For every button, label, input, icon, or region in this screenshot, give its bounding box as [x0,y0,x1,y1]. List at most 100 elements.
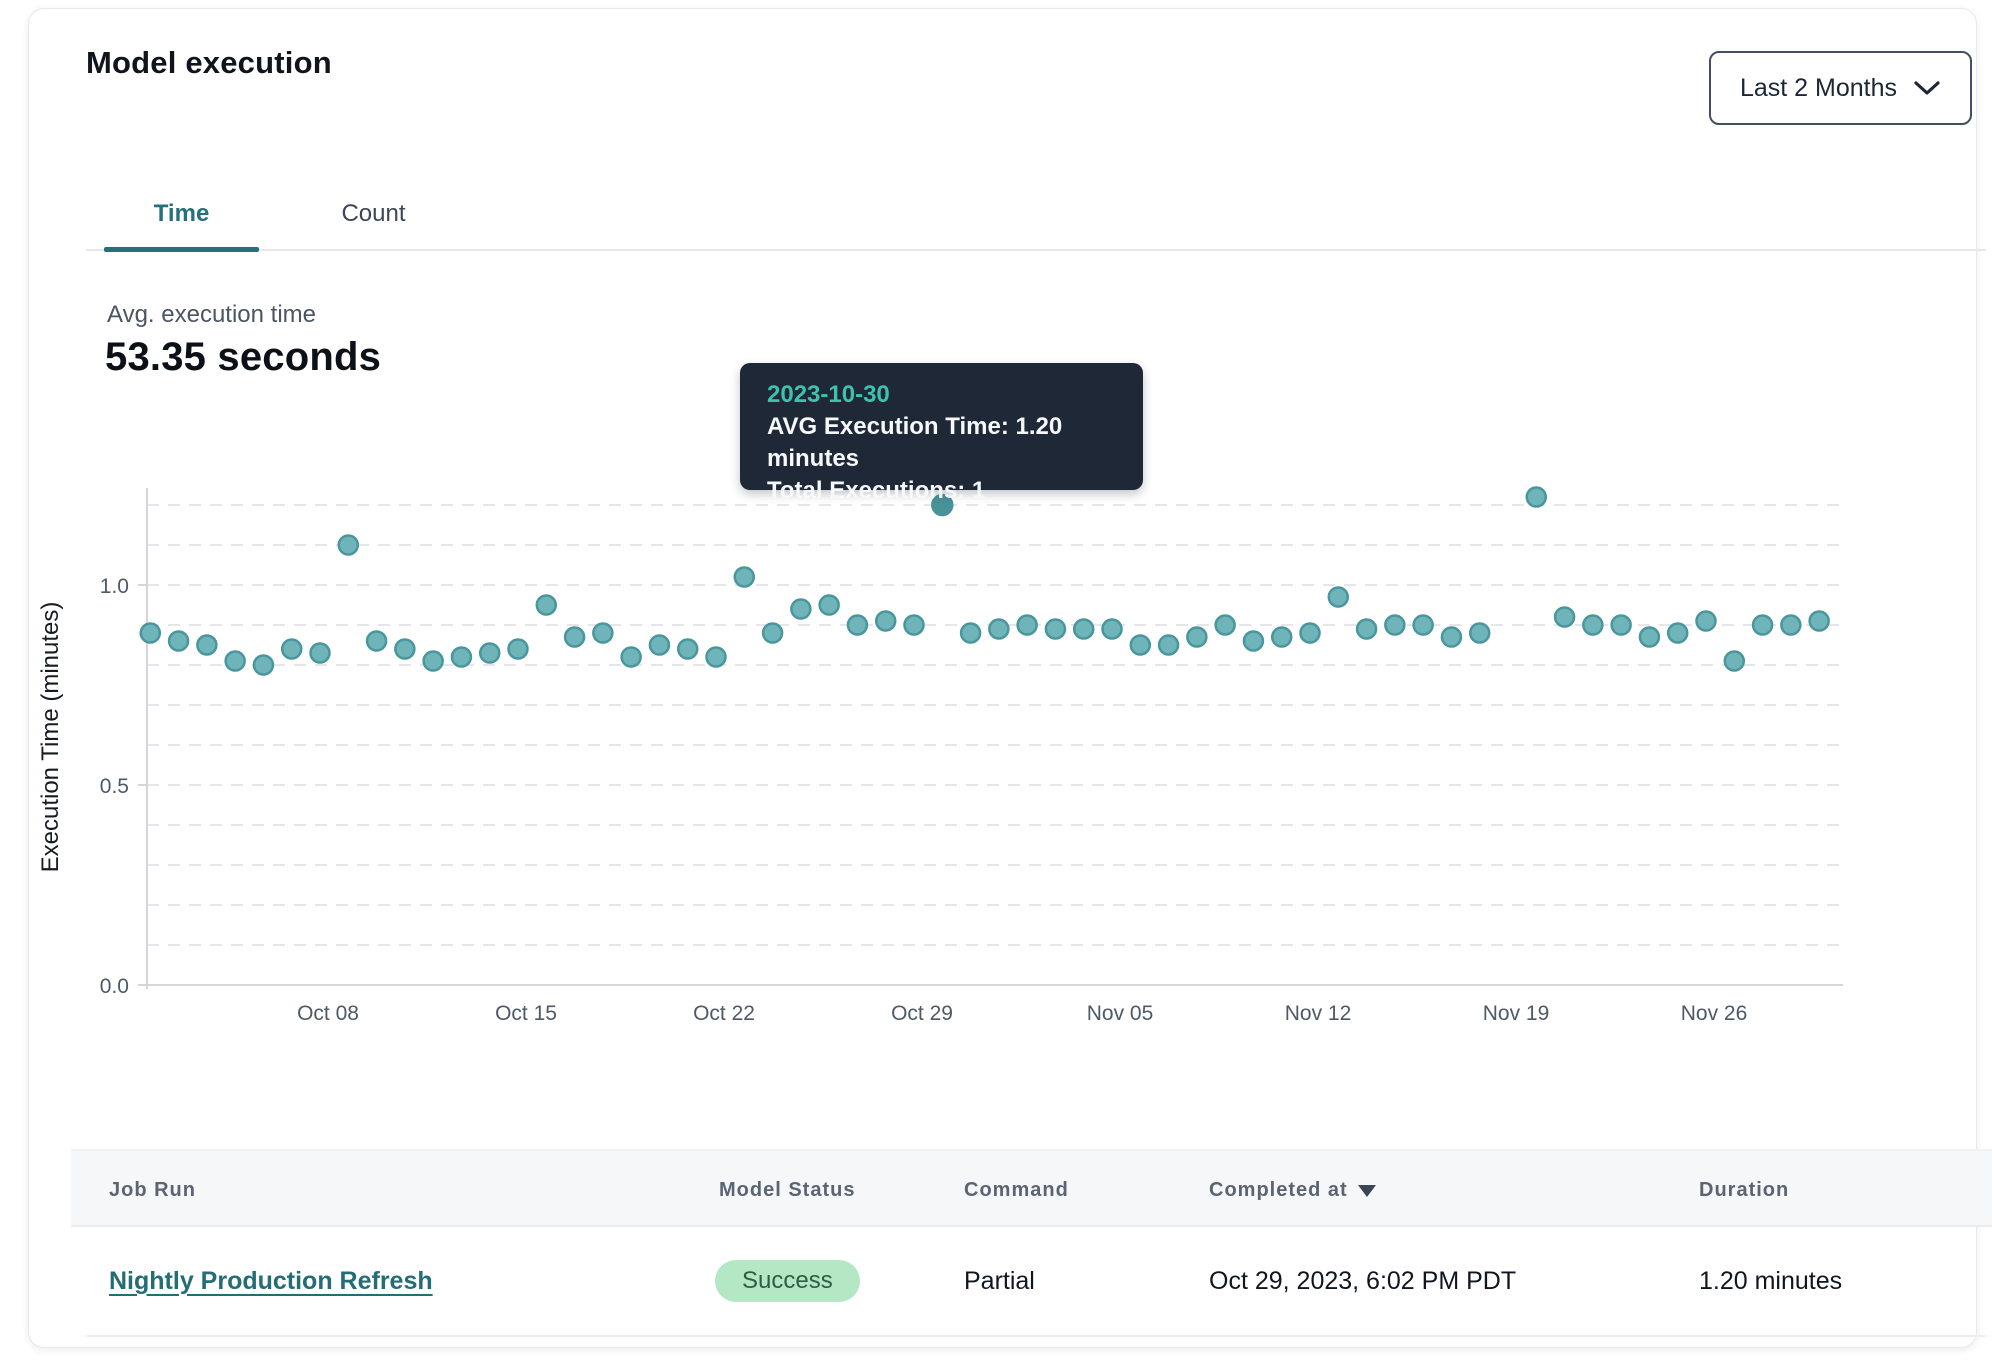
data-point[interactable] [1440,626,1463,648]
table-row: Nightly Production Refresh Success Parti… [71,1227,1992,1335]
y-tick-label: 1.0 [100,575,129,598]
data-point[interactable] [507,638,529,660]
data-point[interactable] [1412,614,1434,636]
data-point[interactable] [1525,486,1548,508]
column-header-completed-at[interactable]: Completed at [1209,1151,1376,1229]
data-point[interactable] [139,622,162,644]
data-point[interactable] [733,566,756,588]
data-point[interactable] [818,594,840,616]
data-point[interactable] [196,634,218,656]
column-header-model-status[interactable]: Model Status [719,1178,856,1201]
data-point[interactable] [988,618,1010,640]
data-point[interactable] [309,642,331,664]
x-tick-label: Oct 22 [693,1002,755,1025]
data-point[interactable] [280,638,303,660]
data-point[interactable] [1468,622,1491,644]
cell-model-status: Success [715,1227,860,1335]
data-point[interactable] [1723,650,1746,672]
data-point[interactable] [563,626,586,648]
data-point[interactable] [1072,618,1095,640]
data-point[interactable] [846,614,869,636]
date-range-dropdown[interactable]: Last 2 Months [1709,51,1972,125]
data-point[interactable] [224,650,246,672]
column-header-command[interactable]: Command [964,1178,1069,1201]
data-point[interactable] [874,610,897,632]
data-point[interactable] [252,654,275,676]
avg-execution-time-label: Avg. execution time [107,301,317,328]
data-point[interactable] [1638,626,1661,648]
cell-completed-at: Oct 29, 2023, 6:02 PM PDT [1209,1266,1517,1295]
data-point[interactable] [1808,610,1830,632]
chart-tooltip: 2023-10-30 AVG Execution Time: 1.20 minu… [740,363,1143,504]
model-execution-card: Model execution Last 2 Months Time Count… [28,8,1992,1348]
tab-time-label: Time [153,200,210,227]
cell-job-run: Nightly Production Refresh [109,1227,433,1335]
data-point[interactable] [535,594,558,616]
data-point[interactable] [676,638,699,660]
cell-duration: 1.20 minutes [1699,1266,1843,1295]
job-run-link[interactable]: Nightly Production Refresh [109,1266,433,1295]
date-range-label: Last 2 Months [1739,73,1898,102]
data-point[interactable] [1751,614,1774,636]
data-point[interactable] [337,534,360,556]
row-divider [86,1335,1986,1337]
data-point[interactable] [1242,630,1265,652]
data-point[interactable] [167,630,190,652]
data-point[interactable] [592,622,614,644]
table-header: Job Run Model Status Command Completed a… [71,1149,1992,1227]
data-point[interactable] [1044,618,1067,640]
data-point[interactable] [1157,634,1180,656]
data-point[interactable] [705,646,727,668]
y-axis-title: Execution Time (minutes) [37,602,64,873]
data-point[interactable] [648,634,671,656]
data-point[interactable] [1016,614,1038,636]
x-tick-label: Nov 19 [1483,1002,1550,1025]
data-point[interactable] [1610,614,1632,636]
y-tick-label: 0.0 [100,975,129,998]
data-point[interactable] [1780,614,1802,636]
data-point[interactable] [1327,586,1350,608]
status-badge: Success [715,1260,860,1302]
data-point[interactable] [422,650,444,672]
data-point[interactable] [1186,626,1208,648]
x-tick-label: Nov 12 [1285,1002,1352,1025]
data-point[interactable] [1355,618,1378,640]
data-point[interactable] [1129,634,1152,656]
tab-time[interactable]: Time [104,177,259,251]
x-tick-label: Nov 26 [1681,1002,1748,1025]
data-point[interactable] [1101,618,1123,640]
sort-desc-icon [1357,1185,1376,1197]
chevron-down-icon [1914,81,1940,95]
data-point[interactable] [903,614,925,636]
x-tick-label: Oct 08 [297,1002,359,1025]
data-point[interactable] [1384,614,1406,636]
tooltip-date: 2023-10-30 [767,381,890,408]
x-tick-label: Nov 05 [1087,1002,1154,1025]
avg-execution-time-value: 53.35 seconds [105,335,382,379]
column-header-job-run[interactable]: Job Run [109,1178,196,1201]
data-point[interactable] [394,638,416,660]
data-point[interactable] [790,598,812,620]
data-point[interactable] [1553,606,1576,628]
tab-count[interactable]: Count [291,177,456,251]
cell-command: Partial [964,1266,1035,1295]
data-point[interactable] [365,630,388,652]
column-header-duration[interactable]: Duration [1699,1178,1790,1201]
data-point-highlighted[interactable] [931,493,954,517]
tab-count-label: Count [341,200,406,227]
data-point[interactable] [1695,610,1717,632]
data-point[interactable] [1214,614,1236,636]
data-point[interactable] [959,622,982,644]
data-point[interactable] [478,642,501,664]
data-point[interactable] [1299,622,1321,644]
data-point[interactable] [620,646,642,668]
data-point[interactable] [761,622,784,644]
x-tick-label: Oct 15 [495,1002,557,1025]
data-point[interactable] [1582,614,1604,636]
data-point[interactable] [450,646,473,668]
data-point[interactable] [1270,626,1293,648]
chart-tabs: Time Count [86,177,1986,252]
active-tab-indicator [104,247,259,252]
data-point[interactable] [1666,622,1689,644]
